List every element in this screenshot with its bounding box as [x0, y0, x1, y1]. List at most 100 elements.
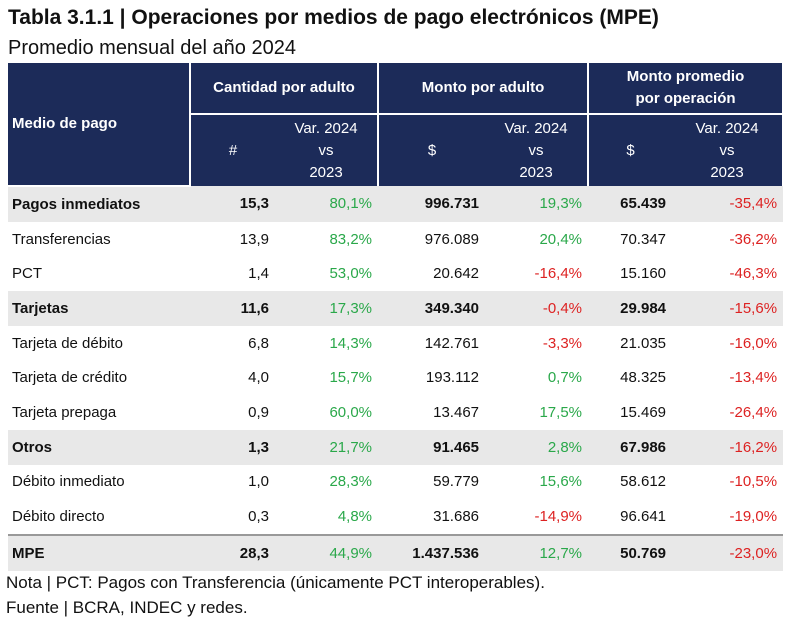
cell: 20.642: [433, 265, 480, 283]
header-line: Monto por adulto: [421, 79, 545, 96]
group-header: Monto por adulto: [378, 63, 590, 115]
row-label: Débito inmediato: [12, 473, 125, 491]
cell: 58.612: [620, 473, 667, 491]
cell: 28,3%: [329, 473, 373, 491]
cell: 13,9: [239, 230, 269, 248]
cell: 28,3: [190, 533, 275, 571]
sub-header: Var. 2024 vs 2023: [485, 114, 590, 186]
header-line: 2023: [710, 163, 744, 181]
cell: 15.469: [620, 403, 667, 421]
cell: 15,6%: [539, 473, 583, 491]
header-line: $: [626, 141, 635, 159]
cell: 21.035: [620, 334, 667, 352]
row-label: MPE: [8, 533, 190, 571]
cell: 59.779: [433, 473, 480, 491]
row-label: Tarjeta de crédito: [12, 369, 128, 387]
cell: 142.761: [424, 334, 480, 352]
cell: 1,4: [248, 265, 269, 283]
cell: 60,0%: [329, 403, 373, 421]
cell: 19,3%: [485, 186, 589, 222]
note: Nota | PCT: Pagos con Transferencia (úni…: [6, 573, 545, 592]
row: Tarjeta de débito 6,8 14,3% 142.761 -3,3% 21.…: [8, 326, 783, 361]
row-label: Transferencias: [12, 230, 111, 248]
header-line: Monto promedio: [626, 68, 745, 85]
cell: 80,1%: [275, 186, 379, 222]
header-line: Cantidad por adulto: [213, 79, 355, 96]
table-body: Pagos inmediatos 15,3 80,1% 996.731 19,3% 65.…: [8, 186, 784, 571]
row: Tarjeta de crédito 4,0 15,7% 193.112 0,7% 48.…: [8, 360, 783, 395]
cell: 20,4%: [539, 230, 583, 248]
row-label: Tarjeta prepaga: [12, 403, 117, 421]
cell: 11,6: [190, 291, 275, 326]
cell: 0,3: [248, 508, 269, 526]
subtitle: Promedio mensual del año 2024: [8, 37, 296, 59]
sub-header: $: [588, 114, 673, 186]
cell: 14,3%: [329, 334, 373, 352]
row: MPE 28,3 44,9% 1.437.536 12,7% 50.769 -23,0%: [8, 533, 784, 571]
cell: 48.325: [620, 369, 667, 387]
row-label: Otros: [8, 429, 190, 465]
cell: 17,3%: [275, 291, 379, 326]
cell: 193.112: [425, 369, 480, 387]
cell: 65.439: [588, 186, 673, 222]
row-label: Pagos inmediatos: [8, 186, 190, 222]
cell: -23,0%: [672, 533, 784, 571]
cell: -19,0%: [729, 508, 778, 526]
cell: 50.769: [588, 533, 673, 571]
sub-header: Var. 2024 vs 2023: [672, 114, 785, 186]
cell: -16,2%: [672, 429, 784, 465]
cell: -13,4%: [729, 369, 778, 387]
header-line: Var. 2024: [695, 119, 759, 137]
cell: -10,5%: [729, 473, 778, 491]
cell: 91.465: [378, 429, 486, 465]
row-label: PCT: [12, 265, 42, 283]
cell: 4,0: [248, 369, 269, 387]
cell: -36,2%: [729, 230, 778, 248]
row-label: Débito directo: [12, 508, 105, 526]
group-header: Cantidad por adulto: [190, 63, 380, 115]
table: Medio de pago Cantidad por adulto Monto po…: [8, 63, 785, 571]
row: Otros 1,3 21,7% 91.465 2,8% 67.986 -16,2%: [8, 429, 784, 465]
cell: -0,4%: [485, 291, 589, 326]
row-header: Medio de pago: [8, 63, 191, 187]
cell: 53,0%: [329, 265, 373, 283]
row: Transferencias 13,9 83,2% 976.089 20,4% 70.34…: [8, 222, 783, 257]
row: Tarjetas 11,6 17,3% 349.340 -0,4% 29.984 -15,6…: [8, 291, 784, 326]
cell: 21,7%: [275, 429, 379, 465]
title: Tabla 3.1.1 | Operaciones por medios de …: [8, 6, 659, 29]
cell: 44,9%: [275, 533, 379, 571]
cell: -16,0%: [729, 334, 778, 352]
cell: 17,5%: [539, 403, 583, 421]
header-line: por operación: [635, 90, 736, 107]
row: Pagos inmediatos 15,3 80,1% 996.731 19,3% 65.…: [8, 186, 784, 222]
cell: 1,0: [248, 473, 269, 491]
row: Tarjeta prepaga 0,9 60,0% 13.467 17,5% 15.469…: [8, 395, 783, 430]
cell: 67.986: [588, 429, 673, 465]
cell: 1.437.536: [378, 533, 486, 571]
header-line: #: [228, 141, 238, 159]
cell: 0,9: [248, 403, 269, 421]
cell: -35,4%: [672, 186, 784, 222]
cell: 15,3: [190, 186, 275, 222]
cell: -16,4%: [534, 265, 583, 283]
cell: -46,3%: [729, 265, 778, 283]
row: PCT 1,4 53,0% 20.642 -16,4% 15.160 -46,3%: [8, 256, 783, 291]
cell: 976.089: [424, 230, 480, 248]
cell: 1,3: [190, 429, 275, 465]
header-line: 2023: [309, 163, 343, 181]
sub-header: $: [378, 114, 486, 186]
row-label: Tarjeta de débito: [12, 334, 123, 352]
cell: -26,4%: [729, 403, 778, 421]
group-header: Monto promedio por operación: [588, 63, 785, 115]
cell: 2,8%: [485, 429, 589, 465]
header-line: $: [427, 141, 437, 159]
cell: 70.347: [620, 230, 667, 248]
note: Fuente | BCRA, INDEC y redes.: [6, 598, 248, 617]
row: Débito inmediato 1,0 28,3% 59.779 15,6% 58.61…: [8, 465, 783, 500]
cell: 349.340: [378, 291, 486, 326]
sub-header: #: [190, 114, 275, 186]
cell: 96.641: [620, 508, 667, 526]
sub-header: Var. 2024 vs 2023: [275, 114, 380, 186]
cell: 31.686: [433, 508, 480, 526]
cell: 29.984: [588, 291, 673, 326]
